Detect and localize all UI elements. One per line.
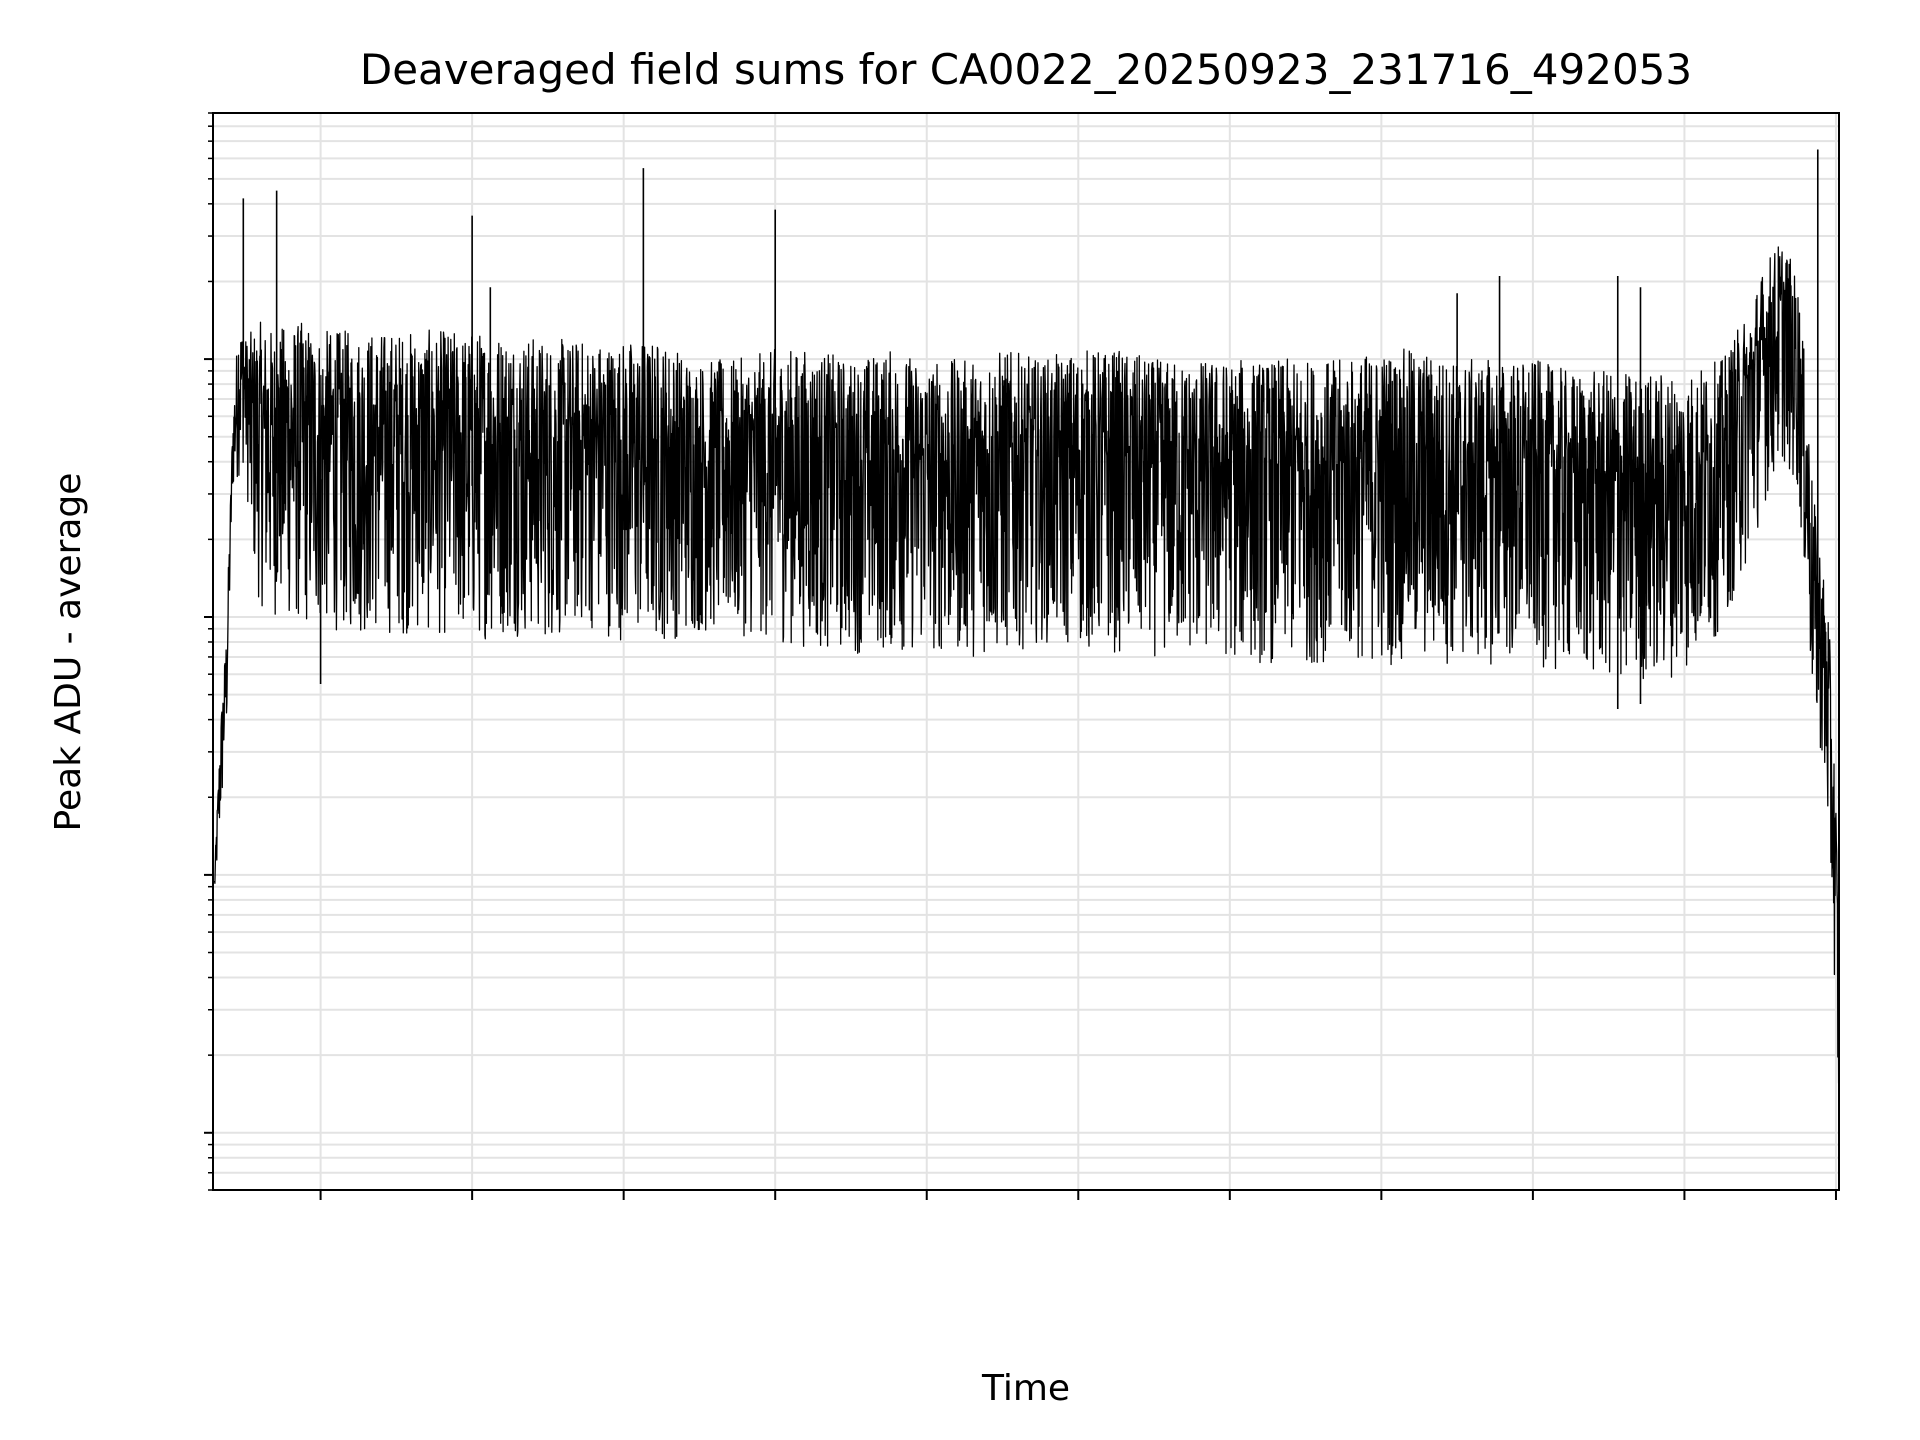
plot-frame bbox=[212, 112, 1840, 1191]
chart-title: Deaveraged field sums for CA0022_2025092… bbox=[360, 45, 1692, 94]
series-line bbox=[213, 246, 1840, 1084]
x-axis-label: Time bbox=[981, 1368, 1070, 1409]
tick-layer bbox=[204, 112, 1837, 1200]
y-axis-label: Peak ADU - average bbox=[48, 473, 89, 832]
data-layer bbox=[213, 149, 1840, 1084]
